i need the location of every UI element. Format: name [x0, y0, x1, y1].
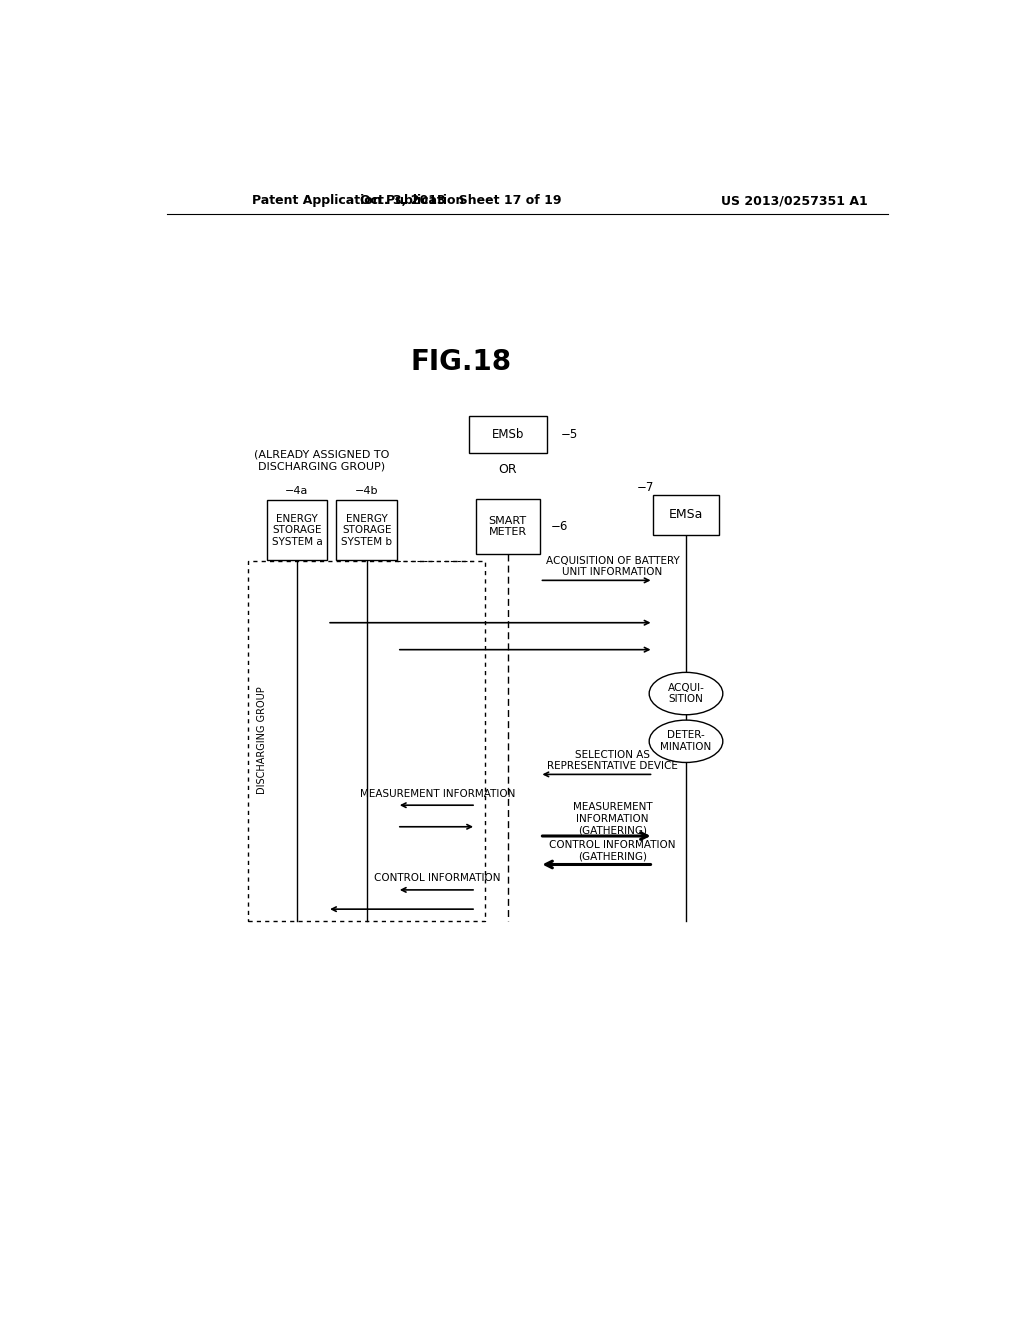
Text: ACQUISITION OF BATTERY
UNIT INFORMATION: ACQUISITION OF BATTERY UNIT INFORMATION	[546, 556, 679, 577]
Text: MEASUREMENT INFORMATION: MEASUREMENT INFORMATION	[359, 788, 515, 799]
Text: (ALREADY ASSIGNED TO
DISCHARGING GROUP): (ALREADY ASSIGNED TO DISCHARGING GROUP)	[254, 449, 389, 471]
Text: EMSb: EMSb	[492, 428, 524, 441]
Text: FIG.18: FIG.18	[411, 348, 512, 376]
Text: −4b: −4b	[355, 486, 379, 496]
Text: EMSa: EMSa	[669, 508, 703, 521]
Text: Patent Application Publication: Patent Application Publication	[252, 194, 464, 207]
Text: −7: −7	[636, 480, 653, 494]
Text: US 2013/0257351 A1: US 2013/0257351 A1	[721, 194, 868, 207]
Ellipse shape	[649, 672, 723, 714]
Bar	[653, 495, 719, 535]
Text: −5: −5	[560, 428, 578, 441]
Bar	[266, 500, 328, 561]
Text: ENERGY
STORAGE
SYSTEM b: ENERGY STORAGE SYSTEM b	[341, 513, 392, 546]
Text: SELECTION AS
REPRESENTATIVE DEVICE: SELECTION AS REPRESENTATIVE DEVICE	[547, 750, 678, 771]
Bar	[476, 499, 540, 554]
Text: −6: −6	[551, 520, 568, 533]
Text: MEASUREMENT
INFORMATION
(GATHERING): MEASUREMENT INFORMATION (GATHERING)	[572, 803, 652, 836]
Text: Oct. 3, 2013   Sheet 17 of 19: Oct. 3, 2013 Sheet 17 of 19	[360, 194, 562, 207]
Bar	[337, 500, 397, 561]
Text: ACQUI-
SITION: ACQUI- SITION	[668, 682, 705, 705]
Text: DETER-
MINATION: DETER- MINATION	[660, 730, 712, 752]
Text: DISCHARGING GROUP: DISCHARGING GROUP	[257, 686, 267, 795]
Text: −4a: −4a	[286, 486, 308, 496]
Text: CONTROL INFORMATION
(GATHERING): CONTROL INFORMATION (GATHERING)	[549, 840, 676, 862]
Bar	[469, 416, 547, 453]
Text: SMART
METER: SMART METER	[488, 516, 526, 537]
Text: OR: OR	[499, 463, 517, 477]
Bar	[248, 561, 484, 921]
Ellipse shape	[649, 721, 723, 763]
Text: CONTROL INFORMATION: CONTROL INFORMATION	[374, 874, 501, 883]
Text: ENERGY
STORAGE
SYSTEM a: ENERGY STORAGE SYSTEM a	[271, 513, 323, 546]
